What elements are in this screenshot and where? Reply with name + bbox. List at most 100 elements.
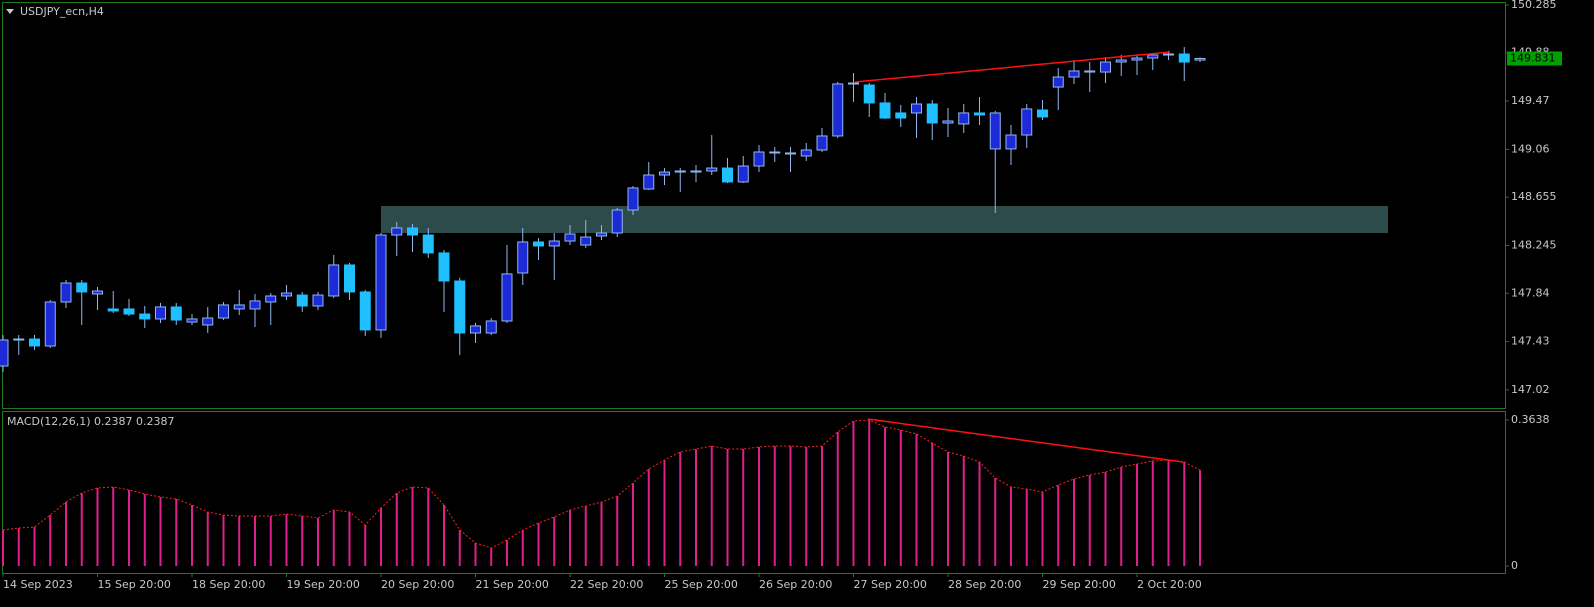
candle-body xyxy=(659,171,670,176)
macd-bar xyxy=(380,508,382,567)
candle-body xyxy=(816,135,828,151)
x-tick-label: 25 Sep 20:00 xyxy=(665,578,738,591)
current-price-label: 149.831 xyxy=(1510,51,1556,64)
x-tick-label: 21 Sep 20:00 xyxy=(476,578,549,591)
macd-bar xyxy=(348,511,351,567)
candle-body xyxy=(123,308,135,315)
macd-bar xyxy=(1057,484,1060,567)
macd-bar xyxy=(805,447,808,567)
candle-body xyxy=(76,282,88,293)
macd-bar xyxy=(868,419,871,567)
macd-bar xyxy=(1151,460,1154,567)
current-price-box xyxy=(1507,51,1562,66)
candle-body xyxy=(926,103,938,124)
macd-bar xyxy=(978,461,981,567)
macd-bar xyxy=(411,486,414,567)
macd-bar xyxy=(663,459,666,567)
candle-body xyxy=(942,120,954,124)
candle-body xyxy=(44,301,56,347)
candle-body xyxy=(202,317,214,326)
candle-body xyxy=(911,103,922,114)
candle-body xyxy=(296,294,308,307)
candle-body xyxy=(800,149,812,157)
candle-body xyxy=(1178,53,1190,63)
x-tick-label: 2 Oct 20:00 xyxy=(1137,578,1202,591)
macd-bar xyxy=(285,513,288,567)
candle-body xyxy=(1037,109,1048,118)
candle-body xyxy=(407,227,418,236)
macd-bar xyxy=(2,530,4,567)
macd-bar xyxy=(521,530,524,567)
y-tick-label: 150.285 xyxy=(1511,0,1557,11)
x-tick-label: 29 Sep 20:00 xyxy=(1043,578,1116,591)
macd-bar xyxy=(191,505,193,567)
x-tick-label: 28 Sep 20:00 xyxy=(948,578,1021,591)
macd-bar xyxy=(143,494,146,567)
candle-body xyxy=(1068,70,1080,78)
macd-bar xyxy=(254,516,256,567)
candle-body xyxy=(391,227,403,236)
y-tick-label: 0 xyxy=(1511,559,1518,572)
macd-bar xyxy=(395,493,398,567)
candle-body xyxy=(895,112,907,119)
macd-bar xyxy=(1010,486,1012,567)
macd-bar xyxy=(1073,478,1075,567)
candle-body xyxy=(422,234,434,254)
macd-bar xyxy=(773,446,776,567)
macd-bar xyxy=(1041,492,1044,567)
candle-body xyxy=(454,280,466,334)
candle-body xyxy=(1147,54,1159,59)
macd-bar xyxy=(506,540,508,567)
y-tick-label: 149.06 xyxy=(1511,142,1550,155)
candle-body xyxy=(737,165,749,183)
macd-bar xyxy=(159,497,162,567)
y-tick-label: 148.655 xyxy=(1511,190,1557,203)
x-tick-label: 20 Sep 20:00 xyxy=(381,578,454,591)
candle-body xyxy=(186,318,198,323)
macd-bar xyxy=(317,518,319,567)
macd-bar xyxy=(931,442,934,567)
candle-body xyxy=(1115,59,1127,63)
macd-bar xyxy=(852,420,855,567)
signal-line xyxy=(2,419,1201,549)
candle-body xyxy=(438,252,450,282)
candle-body xyxy=(879,102,891,119)
candle-body xyxy=(1131,57,1143,61)
macd-bar xyxy=(1199,470,1201,567)
macd-bar xyxy=(553,517,556,567)
x-tick-label: 22 Sep 20:00 xyxy=(570,578,643,591)
y-tick-label: 147.43 xyxy=(1511,335,1550,348)
macd-bar xyxy=(96,487,99,567)
macd-bar xyxy=(616,496,619,567)
macd-bar xyxy=(222,514,225,567)
candle-body xyxy=(1100,61,1111,73)
candle-body xyxy=(1084,70,1096,73)
candle-body xyxy=(218,304,229,319)
candle-body xyxy=(832,83,844,137)
y-tick-label: 148.245 xyxy=(1511,239,1557,252)
macd-bar xyxy=(1120,466,1123,567)
candle-body xyxy=(722,167,733,183)
macd-bar xyxy=(584,506,587,567)
macd-bar xyxy=(80,493,83,567)
macd-bar xyxy=(1167,459,1170,567)
macd-bar xyxy=(332,509,335,567)
macd-bar xyxy=(1104,472,1107,567)
candle-body xyxy=(265,295,277,303)
y-tick-label: 147.02 xyxy=(1511,383,1550,396)
candle-body xyxy=(375,234,387,331)
macd-bar xyxy=(632,483,634,567)
macd-bar xyxy=(206,511,209,567)
candle-body xyxy=(548,240,560,247)
macd-bar xyxy=(65,501,67,567)
candle-body xyxy=(1194,57,1206,61)
x-tick-label: 27 Sep 20:00 xyxy=(854,578,927,591)
macd-bar xyxy=(710,446,713,567)
y-tick-label: 0.3638 xyxy=(1511,413,1550,426)
y-tick-label: 147.84 xyxy=(1511,286,1550,299)
y-tick-label: 149.47 xyxy=(1511,94,1550,107)
candle-body xyxy=(139,313,151,320)
candle-body xyxy=(958,112,970,125)
macd-bar xyxy=(458,530,461,567)
